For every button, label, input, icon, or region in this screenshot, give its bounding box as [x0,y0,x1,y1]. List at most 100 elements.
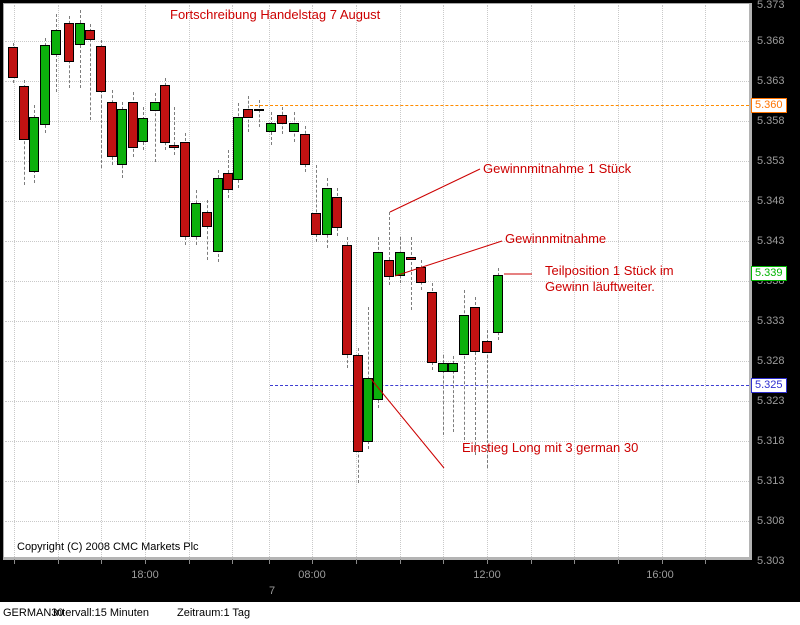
candle-wick [411,237,412,310]
annotation-text: Teilposition 1 Stück im [545,263,674,278]
price-axis-label: 5.323 [757,395,785,407]
annotation-text: Einstieg Long mit 3 german 30 [462,440,639,455]
time-axis-tick [189,559,190,564]
candle-body[interactable] [384,260,394,277]
candle-body[interactable] [493,275,503,333]
time-axis-tick [443,559,444,564]
candle-body[interactable] [117,109,127,165]
candle-body[interactable] [107,102,117,157]
candle-body[interactable] [363,378,373,442]
candle-body[interactable] [332,197,342,228]
time-axis-tick [662,559,663,564]
time-axis-tick [400,559,401,564]
chart-region: 5.373 5.368 5.363 5.358 5.353 5.348 5.343 5.338… [3,0,787,597]
candle-body[interactable] [277,115,287,124]
price-axis-label: 5.333 [757,315,785,327]
candle-body[interactable] [19,86,29,140]
horizontal-gridline [5,161,749,162]
annotation-text: Gewinnmitnahme [505,231,607,246]
candle-body[interactable] [169,145,179,148]
annotation-text: Gewinn läuftweiter. [545,279,655,294]
candle-wick [487,330,488,468]
chart-title: Fortschreibung Handelstag 7 August [170,7,381,22]
candle-wick [101,40,102,168]
horizontal-gridline [5,121,749,122]
price-axis-label: 5.358 [757,115,785,127]
candle-body[interactable] [51,30,61,55]
candle-body[interactable] [353,355,363,452]
candle-body[interactable] [459,315,469,355]
candle-body[interactable] [395,252,405,276]
candle-body[interactable] [8,47,18,78]
time-axis-tick [356,559,357,564]
time-axis-tick [705,559,706,564]
candle-body[interactable] [75,23,85,45]
candle-body[interactable] [406,257,416,260]
candle-wick [389,212,390,285]
candle-body[interactable] [470,307,480,352]
candle-body[interactable] [29,117,39,172]
candle-body[interactable] [322,188,332,235]
status-item: Zeitraum:1 Tag [177,607,251,619]
candle-body[interactable] [138,118,148,142]
price-axis-label: 5.363 [757,75,785,87]
time-axis-tick [101,559,102,564]
time-axis-label: 12:00 [473,569,501,581]
candle-body[interactable] [180,142,190,237]
candle-wick [316,165,317,242]
candle-body[interactable] [213,178,223,252]
time-axis-tick [232,559,233,564]
time-axis-label: 08:00 [298,569,326,581]
horizontal-gridline [5,481,749,482]
candle-body[interactable] [128,102,138,148]
price-line[interactable] [270,385,749,386]
candle-body[interactable] [40,45,50,125]
candle-body[interactable] [416,267,426,283]
time-axis-tick [145,559,146,564]
time-axis-tick [312,559,313,564]
candle-body[interactable] [373,252,383,400]
date-label: 7 [268,585,276,597]
candle-body[interactable] [233,117,243,180]
candle-body[interactable] [300,134,310,165]
horizontal-gridline [5,81,749,82]
status-item: Intervall:15 Minuten [53,607,149,619]
price-line[interactable] [250,105,749,106]
candle-body[interactable] [243,109,253,118]
candle-body[interactable] [266,123,276,132]
price-axis-label: 5.308 [757,515,785,527]
time-axis-tick [531,559,532,564]
candle-body[interactable] [96,46,106,92]
candle-wick [453,356,454,432]
candle-body[interactable] [202,212,212,227]
candle-body[interactable] [427,292,437,363]
price-marker: 5.325 [751,378,787,393]
price-axis-label: 5.313 [757,475,785,487]
candle-body[interactable] [160,85,170,143]
time-axis-tick [574,559,575,564]
price-axis-label: 5.328 [757,355,785,367]
candle-body[interactable] [223,173,233,190]
price-axis-label: 5.348 [757,195,785,207]
status-item: GERMAN30 [3,607,64,619]
candle-body[interactable] [64,23,74,62]
price-marker: 5.339 [751,266,787,281]
price-axis-label: 5.303 [757,555,785,567]
candle-wick [155,93,156,162]
candle-body[interactable] [150,102,160,111]
candle-body[interactable] [482,341,492,353]
candle-body[interactable] [254,109,264,111]
candle-body[interactable] [289,123,299,132]
time-axis-tick [14,559,15,564]
candle-body[interactable] [438,363,448,372]
price-axis-label: 5.353 [757,155,785,167]
candle-body[interactable] [311,213,321,235]
status-bar: GERMAN30 Intervall:15 Minuten Zeitraum:1 T… [0,602,800,625]
candle-body[interactable] [85,30,95,40]
candle-body[interactable] [448,363,458,372]
horizontal-gridline [5,241,749,242]
time-axis-tick [58,559,59,564]
candle-body[interactable] [191,203,201,237]
candle-body[interactable] [342,245,352,355]
